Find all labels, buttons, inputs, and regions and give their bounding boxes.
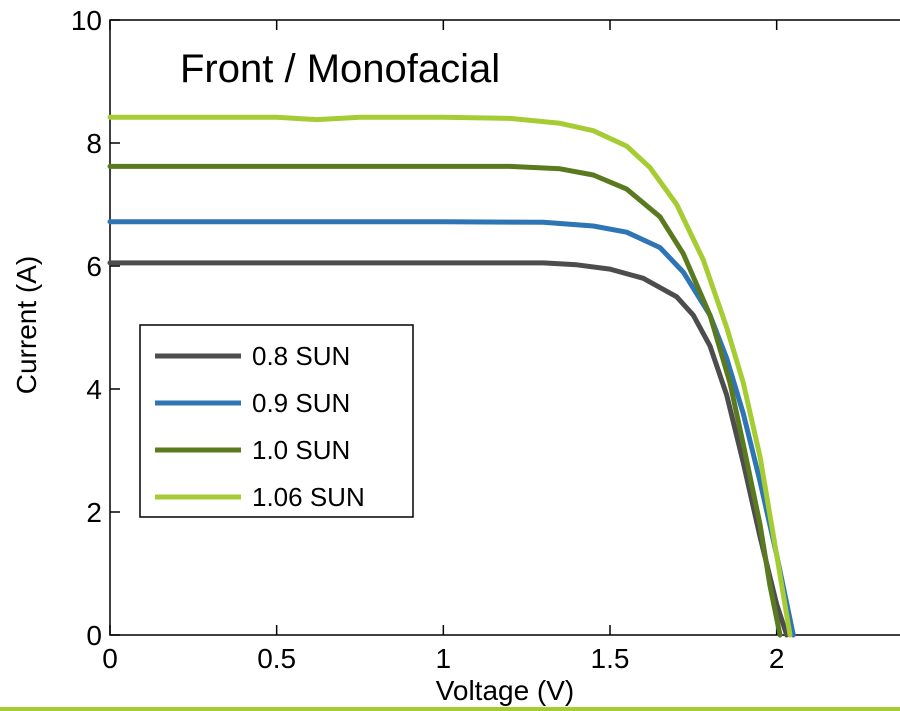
legend: 0.8 SUN 0.9 SUN 1.0 SUN 1.06 SUN <box>139 324 414 518</box>
series-line-2 <box>107 163 783 638</box>
chart-title: Front / Monofacial <box>180 47 500 91</box>
y-tick-label: 8 <box>86 128 102 159</box>
series-lines <box>107 114 796 638</box>
y-tick-label: 6 <box>86 251 102 282</box>
y-tick-label: 0 <box>86 620 102 651</box>
legend-label-0: 0.8 SUN <box>252 341 350 371</box>
tick-labels: 0 0.5 1 1.5 2 0 2 4 6 8 10 <box>71 5 785 674</box>
x-tick-label: 1 <box>436 643 452 674</box>
y-tick-label: 2 <box>86 497 102 528</box>
legend-label-2: 1.0 SUN <box>252 435 350 465</box>
x-tick-label: 1.5 <box>591 643 630 674</box>
series-line-0 <box>107 260 790 638</box>
x-tick-label: 2 <box>769 643 785 674</box>
bottom-accent-bar <box>0 707 900 711</box>
legend-label-3: 1.06 SUN <box>252 482 365 512</box>
x-axis-label: Voltage (V) <box>436 675 575 706</box>
y-axis-label: Current (A) <box>11 256 42 394</box>
x-tick-label: 0.5 <box>257 643 296 674</box>
x-tick-label: 0 <box>102 643 118 674</box>
y-tick-label: 10 <box>71 5 102 36</box>
series-line-3 <box>107 114 793 638</box>
legend-label-1: 0.9 SUN <box>252 388 350 418</box>
y-tick-label: 4 <box>86 374 102 405</box>
series-line-1 <box>107 219 796 638</box>
